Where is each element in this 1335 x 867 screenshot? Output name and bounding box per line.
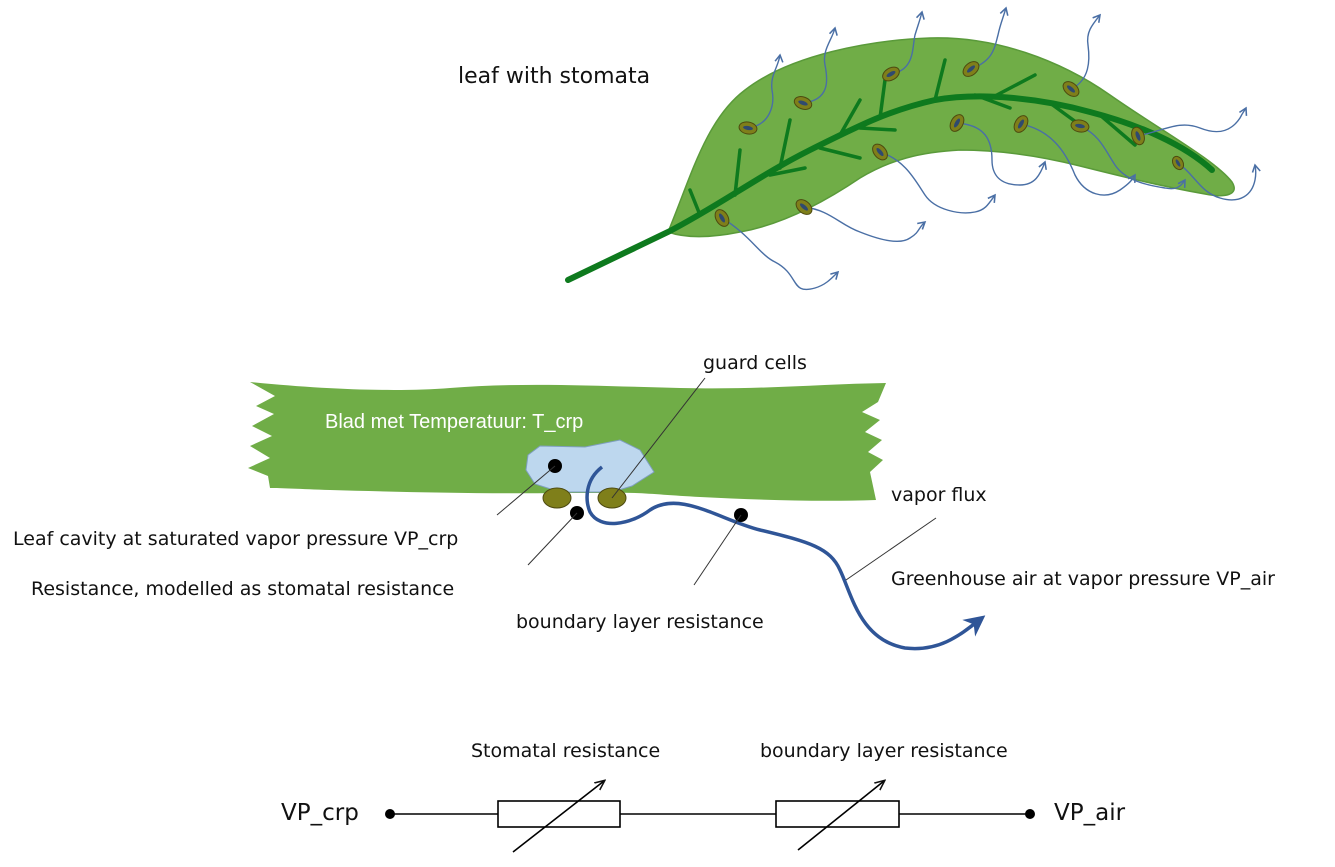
vapor-path bbox=[956, 122, 1047, 186]
leaf-illustration bbox=[565, 6, 1261, 291]
stomatal-resistor-label: Stomatal resistance bbox=[471, 740, 660, 762]
boundary-resistor bbox=[775, 800, 900, 828]
leader-lines bbox=[496, 377, 937, 586]
leaf-cavity-label: Leaf cavity at saturated vapor pressure … bbox=[13, 528, 458, 550]
vapor-path bbox=[970, 6, 1009, 70]
vapor-path bbox=[802, 26, 838, 104]
stomatal-resistance-label: Resistance, modelled as stomatal resista… bbox=[31, 578, 454, 600]
stoma bbox=[1013, 115, 1029, 133]
stoma bbox=[872, 143, 888, 161]
stoma bbox=[949, 114, 965, 132]
vapor-path bbox=[890, 10, 925, 75]
vapor-path bbox=[1020, 123, 1136, 196]
stoma bbox=[793, 96, 813, 110]
stomata bbox=[714, 61, 1185, 227]
stoma bbox=[1062, 81, 1080, 97]
leaf-title: leaf with stomata bbox=[458, 64, 650, 89]
leaf-blade bbox=[666, 37, 1235, 238]
stoma bbox=[882, 66, 900, 82]
vapor-path bbox=[1079, 125, 1186, 190]
resistance-circuit bbox=[390, 781, 1030, 853]
guard-cell bbox=[542, 487, 572, 509]
boundary-layer-label: boundary layer resistance bbox=[516, 611, 764, 633]
leaf-cross-section bbox=[248, 377, 986, 651]
vapor-flux-path bbox=[585, 465, 986, 651]
stoma bbox=[714, 209, 730, 227]
stoma bbox=[1131, 126, 1145, 146]
vapor-path bbox=[879, 151, 996, 214]
vapor-path bbox=[1177, 162, 1261, 201]
guard-cells-label: guard cells bbox=[703, 352, 807, 374]
stoma bbox=[738, 121, 758, 135]
node-left-label: VP_crp bbox=[281, 800, 359, 826]
variable-arrow bbox=[512, 781, 604, 853]
vapor-flux-label: vapor flux bbox=[891, 484, 987, 506]
vapor-path bbox=[1070, 13, 1101, 90]
greenhouse-air-label: Greenhouse air at vapor pressure VP_air bbox=[891, 568, 1275, 590]
vapor-path bbox=[803, 206, 927, 242]
variable-arrow bbox=[797, 781, 884, 851]
stoma bbox=[1171, 155, 1185, 171]
node-right-label: VP_air bbox=[1054, 800, 1126, 826]
leaf-cavity bbox=[525, 439, 655, 493]
stomatal-resistor bbox=[497, 800, 621, 828]
vapor-paths bbox=[721, 6, 1261, 291]
vapor-path bbox=[1137, 106, 1248, 137]
stoma bbox=[795, 199, 813, 215]
node-right bbox=[1025, 809, 1035, 819]
stoma bbox=[962, 61, 980, 77]
leaf-temperature-label: Blad met Temperatuur: T_crp bbox=[325, 411, 583, 433]
boundary-resistor-label: boundary layer resistance bbox=[760, 740, 1008, 762]
vapor-path bbox=[747, 53, 784, 129]
stoma bbox=[1070, 119, 1090, 133]
vapor-path bbox=[721, 217, 840, 291]
leaf-tissue bbox=[248, 382, 886, 501]
node-left bbox=[385, 809, 395, 819]
